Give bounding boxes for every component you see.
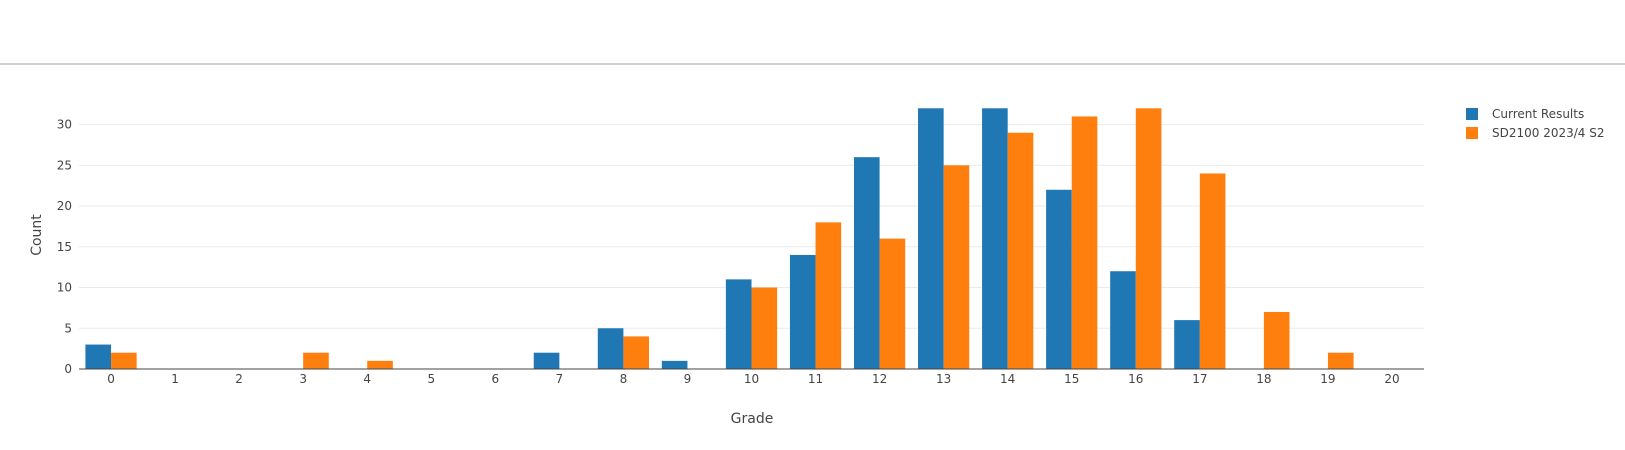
bar-series-0-grade-14 <box>982 108 1008 369</box>
bar-series-0-grade-7 <box>533 352 560 369</box>
bar-series-1-grade-19 <box>1327 352 1354 369</box>
bar-series-1-grade-8 <box>623 336 650 369</box>
x-tick-label: 4 <box>363 372 371 386</box>
x-tick-labels: 0 1 2 3 4 5 6 7 8 9 10 11 12 13 14 15 16 17 18 19 20 <box>107 372 1399 386</box>
x-axis-title: Grade <box>731 411 774 427</box>
bar-series-0-grade-16 <box>1110 271 1136 369</box>
bar-series-1-grade-14 <box>1007 132 1034 369</box>
legend-label-1: SD2100 2023/4 S2 <box>1492 126 1605 140</box>
y-tick-label: 15 <box>57 240 72 254</box>
bar-series-1-grade-11 <box>815 222 842 369</box>
x-tick-label: 15 <box>1064 372 1079 386</box>
x-tick-label: 11 <box>808 372 823 386</box>
bar-series-1-grade-13 <box>943 165 970 369</box>
x-tick-label: 6 <box>491 372 499 386</box>
y-axis-title: Count <box>29 214 45 256</box>
x-tick-label: 19 <box>1320 372 1335 386</box>
legend: Current Results SD2100 2023/4 S2 <box>1466 107 1605 140</box>
x-tick-label: 0 <box>107 372 115 386</box>
bars <box>85 108 1354 369</box>
x-tick-label: 5 <box>427 372 435 386</box>
y-tick-label: 0 <box>64 362 72 376</box>
x-tick-label: 12 <box>872 372 887 386</box>
y-tick-labels: 0 5 10 15 20 25 30 <box>57 118 72 376</box>
x-tick-label: 8 <box>620 372 628 386</box>
y-tick-label: 25 <box>57 158 72 172</box>
bar-series-1-grade-18 <box>1263 311 1290 369</box>
bar-series-0-grade-15 <box>1046 189 1072 369</box>
bar-series-1-grade-16 <box>1135 108 1162 369</box>
bar-series-1-grade-10 <box>751 287 778 369</box>
x-tick-label: 7 <box>556 372 564 386</box>
legend-swatch-1 <box>1466 127 1478 139</box>
bar-series-0-grade-12 <box>853 157 880 369</box>
bar-series-0-grade-10 <box>725 279 752 369</box>
bar-series-1-grade-4 <box>367 360 393 369</box>
x-tick-label: 10 <box>744 372 759 386</box>
y-tick-label: 5 <box>64 321 72 335</box>
x-tick-label: 18 <box>1256 372 1271 386</box>
bar-series-1-grade-15 <box>1071 116 1098 369</box>
bar-series-0-grade-11 <box>789 254 816 369</box>
top-header-bar <box>0 0 1625 65</box>
y-tick-label: 30 <box>57 118 72 132</box>
bar-series-1-grade-17 <box>1199 173 1226 369</box>
x-tick-label: 16 <box>1128 372 1143 386</box>
x-tick-label: 2 <box>235 372 243 386</box>
bar-series-0-grade-9 <box>661 360 688 369</box>
bar-series-1-grade-12 <box>879 238 906 369</box>
x-tick-label: 14 <box>1000 372 1015 386</box>
y-tick-label: 10 <box>57 281 72 295</box>
bar-series-1-grade-3 <box>303 352 329 369</box>
x-tick-label: 1 <box>171 372 179 386</box>
bar-series-0-grade-8 <box>597 328 624 369</box>
bar-series-1-grade-0 <box>111 352 137 369</box>
legend-swatch-0 <box>1466 108 1478 120</box>
x-tick-label: 20 <box>1384 372 1399 386</box>
x-tick-label: 17 <box>1192 372 1207 386</box>
y-tick-label: 20 <box>57 199 72 213</box>
legend-label-0: Current Results <box>1492 107 1584 121</box>
bar-series-0-grade-13 <box>918 108 944 369</box>
x-tick-label: 13 <box>936 372 951 386</box>
x-tick-label: 3 <box>299 372 307 386</box>
bar-series-0-grade-17 <box>1174 320 1200 369</box>
bar-series-0-grade-0 <box>85 344 112 369</box>
x-tick-label: 9 <box>684 372 692 386</box>
